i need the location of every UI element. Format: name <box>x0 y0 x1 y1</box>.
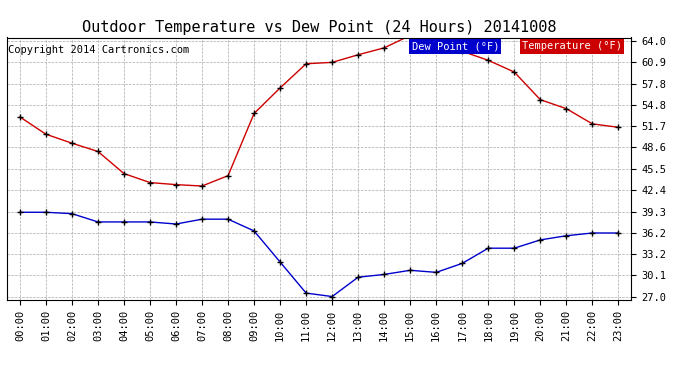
Text: Copyright 2014 Cartronics.com: Copyright 2014 Cartronics.com <box>8 45 189 56</box>
Text: Temperature (°F): Temperature (°F) <box>522 42 622 51</box>
Title: Outdoor Temperature vs Dew Point (24 Hours) 20141008: Outdoor Temperature vs Dew Point (24 Hou… <box>82 20 556 35</box>
Text: Dew Point (°F): Dew Point (°F) <box>411 42 499 51</box>
